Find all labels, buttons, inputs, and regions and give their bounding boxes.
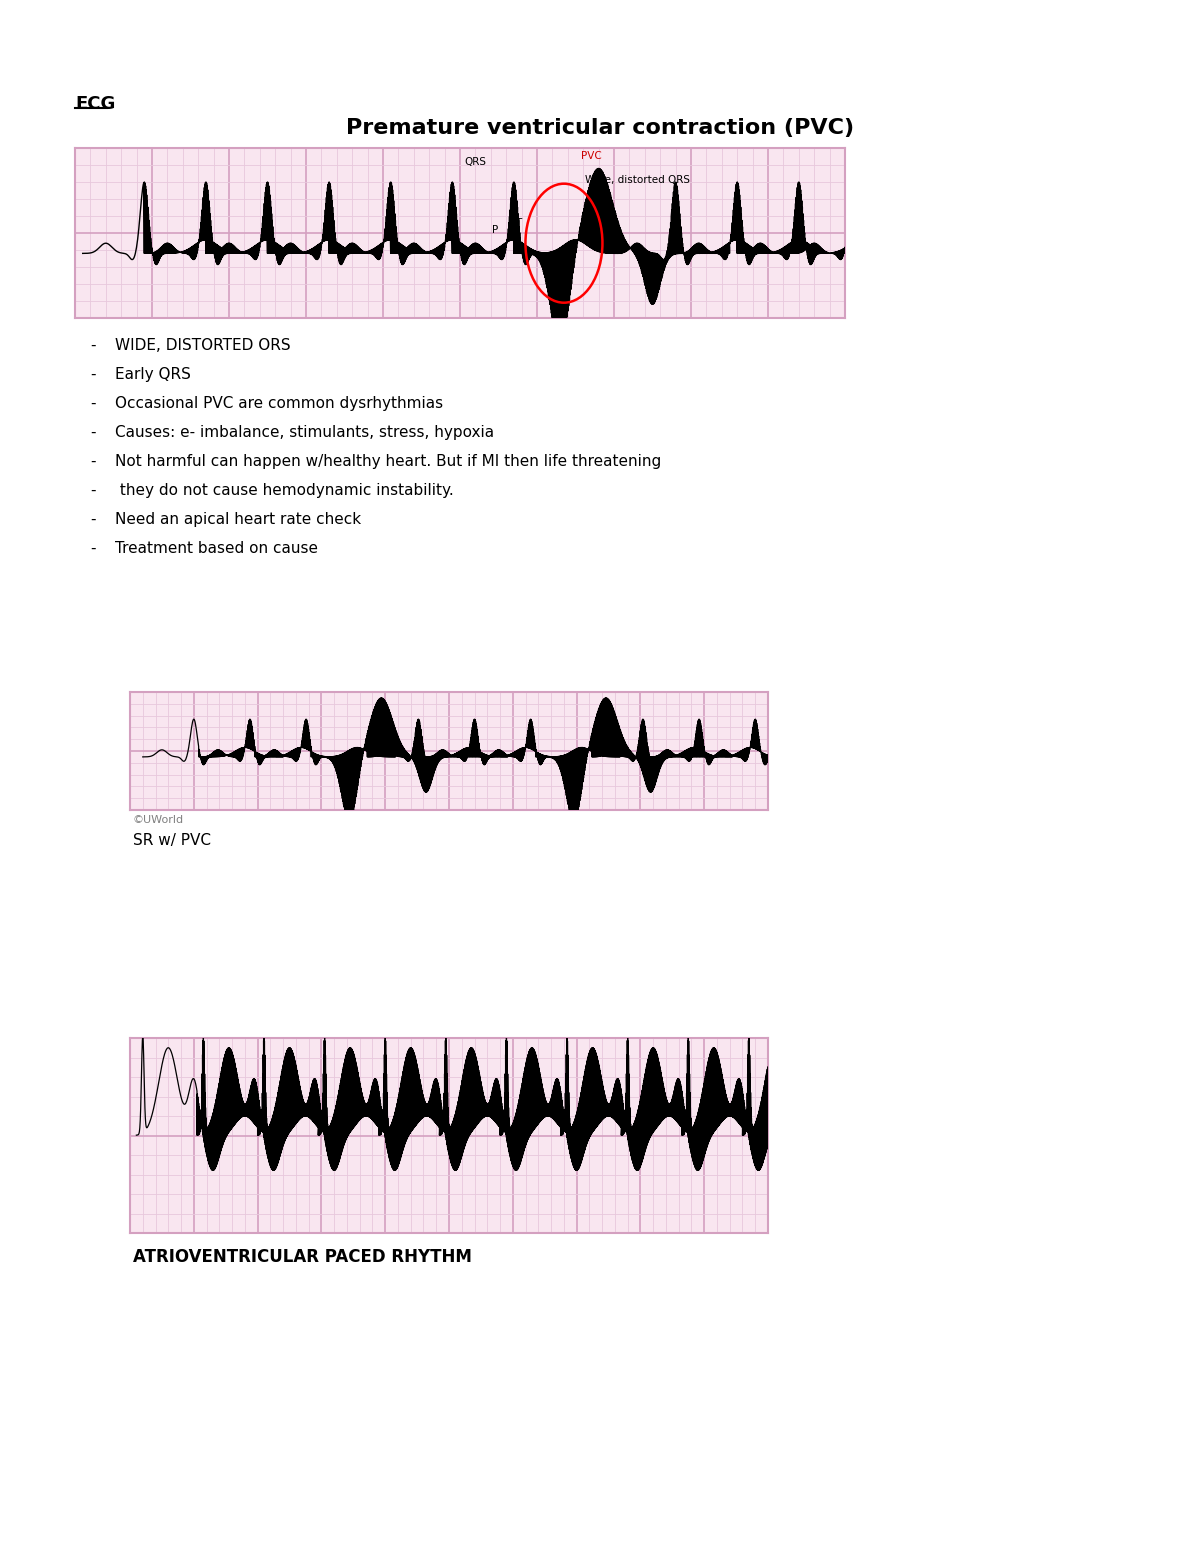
Text: SR w/ PVC: SR w/ PVC	[133, 832, 211, 848]
Text: PVC: PVC	[581, 151, 601, 162]
Text: Not harmful can happen w/healthy heart. But if MI then life threatening: Not harmful can happen w/healthy heart. …	[115, 453, 661, 469]
Text: Wide, distorted QRS: Wide, distorted QRS	[584, 175, 690, 185]
Text: ©UWorld: ©UWorld	[133, 815, 184, 825]
Text: -: -	[90, 339, 96, 353]
Text: Premature ventricular contraction (PVC): Premature ventricular contraction (PVC)	[346, 118, 854, 138]
Text: ECG: ECG	[74, 95, 115, 113]
Text: they do not cause hemodynamic instability.: they do not cause hemodynamic instabilit…	[115, 483, 454, 499]
Text: -: -	[90, 512, 96, 526]
Text: ATRIOVENTRICULAR PACED RHYTHM: ATRIOVENTRICULAR PACED RHYTHM	[133, 1249, 472, 1266]
Text: -: -	[90, 483, 96, 499]
Text: P: P	[492, 225, 498, 235]
Text: Causes: e- imbalance, stimulants, stress, hypoxia: Causes: e- imbalance, stimulants, stress…	[115, 426, 494, 439]
Text: WIDE, DISTORTED ORS: WIDE, DISTORTED ORS	[115, 339, 290, 353]
Text: Occasional PVC are common dysrhythmias: Occasional PVC are common dysrhythmias	[115, 396, 443, 412]
Text: -: -	[90, 426, 96, 439]
Text: QRS: QRS	[464, 157, 486, 166]
Text: -: -	[90, 540, 96, 556]
Text: T: T	[515, 217, 521, 228]
Text: -: -	[90, 367, 96, 382]
Text: -: -	[90, 453, 96, 469]
Text: Treatment based on cause: Treatment based on cause	[115, 540, 318, 556]
Text: Need an apical heart rate check: Need an apical heart rate check	[115, 512, 361, 526]
Text: -: -	[90, 396, 96, 412]
Text: Early QRS: Early QRS	[115, 367, 191, 382]
